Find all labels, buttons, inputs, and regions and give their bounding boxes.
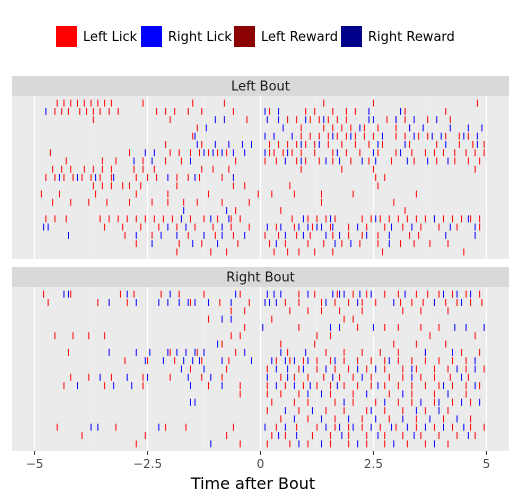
x-tick-label: −2.5 <box>133 457 162 471</box>
marks-right-bout <box>43 290 485 448</box>
x-tick-label: 2.5 <box>364 457 383 471</box>
x-axis: −5 −2.5 0 2.5 5 <box>26 451 490 471</box>
legend-key-right-reward <box>341 26 362 47</box>
x-axis-title: Time after Bout <box>190 474 315 493</box>
legend: Left Lick Right Lick Left Reward Right R… <box>56 26 455 47</box>
legend-label-right-lick: Right Lick <box>168 30 232 45</box>
strip-label-left-bout: Left Bout <box>231 80 290 95</box>
strip-left-bout <box>12 76 509 96</box>
x-tick-label: 5 <box>483 457 491 471</box>
panel-right-bout: Right Bout <box>12 267 509 451</box>
x-tick-label: 0 <box>257 457 265 471</box>
legend-label-left-lick: Left Lick <box>83 30 138 45</box>
marks-left-bout <box>40 99 485 256</box>
legend-label-right-reward: Right Reward <box>368 30 455 45</box>
legend-label-left-reward: Left Reward <box>261 30 338 45</box>
legend-key-left-reward <box>234 26 255 47</box>
legend-key-left-lick <box>56 26 77 47</box>
legend-key-right-lick <box>141 26 162 47</box>
panel-left-bout: Left Bout <box>12 76 509 259</box>
x-tick-label: −5 <box>26 457 44 471</box>
strip-right-bout <box>12 267 509 287</box>
strip-label-right-bout: Right Bout <box>226 271 295 286</box>
